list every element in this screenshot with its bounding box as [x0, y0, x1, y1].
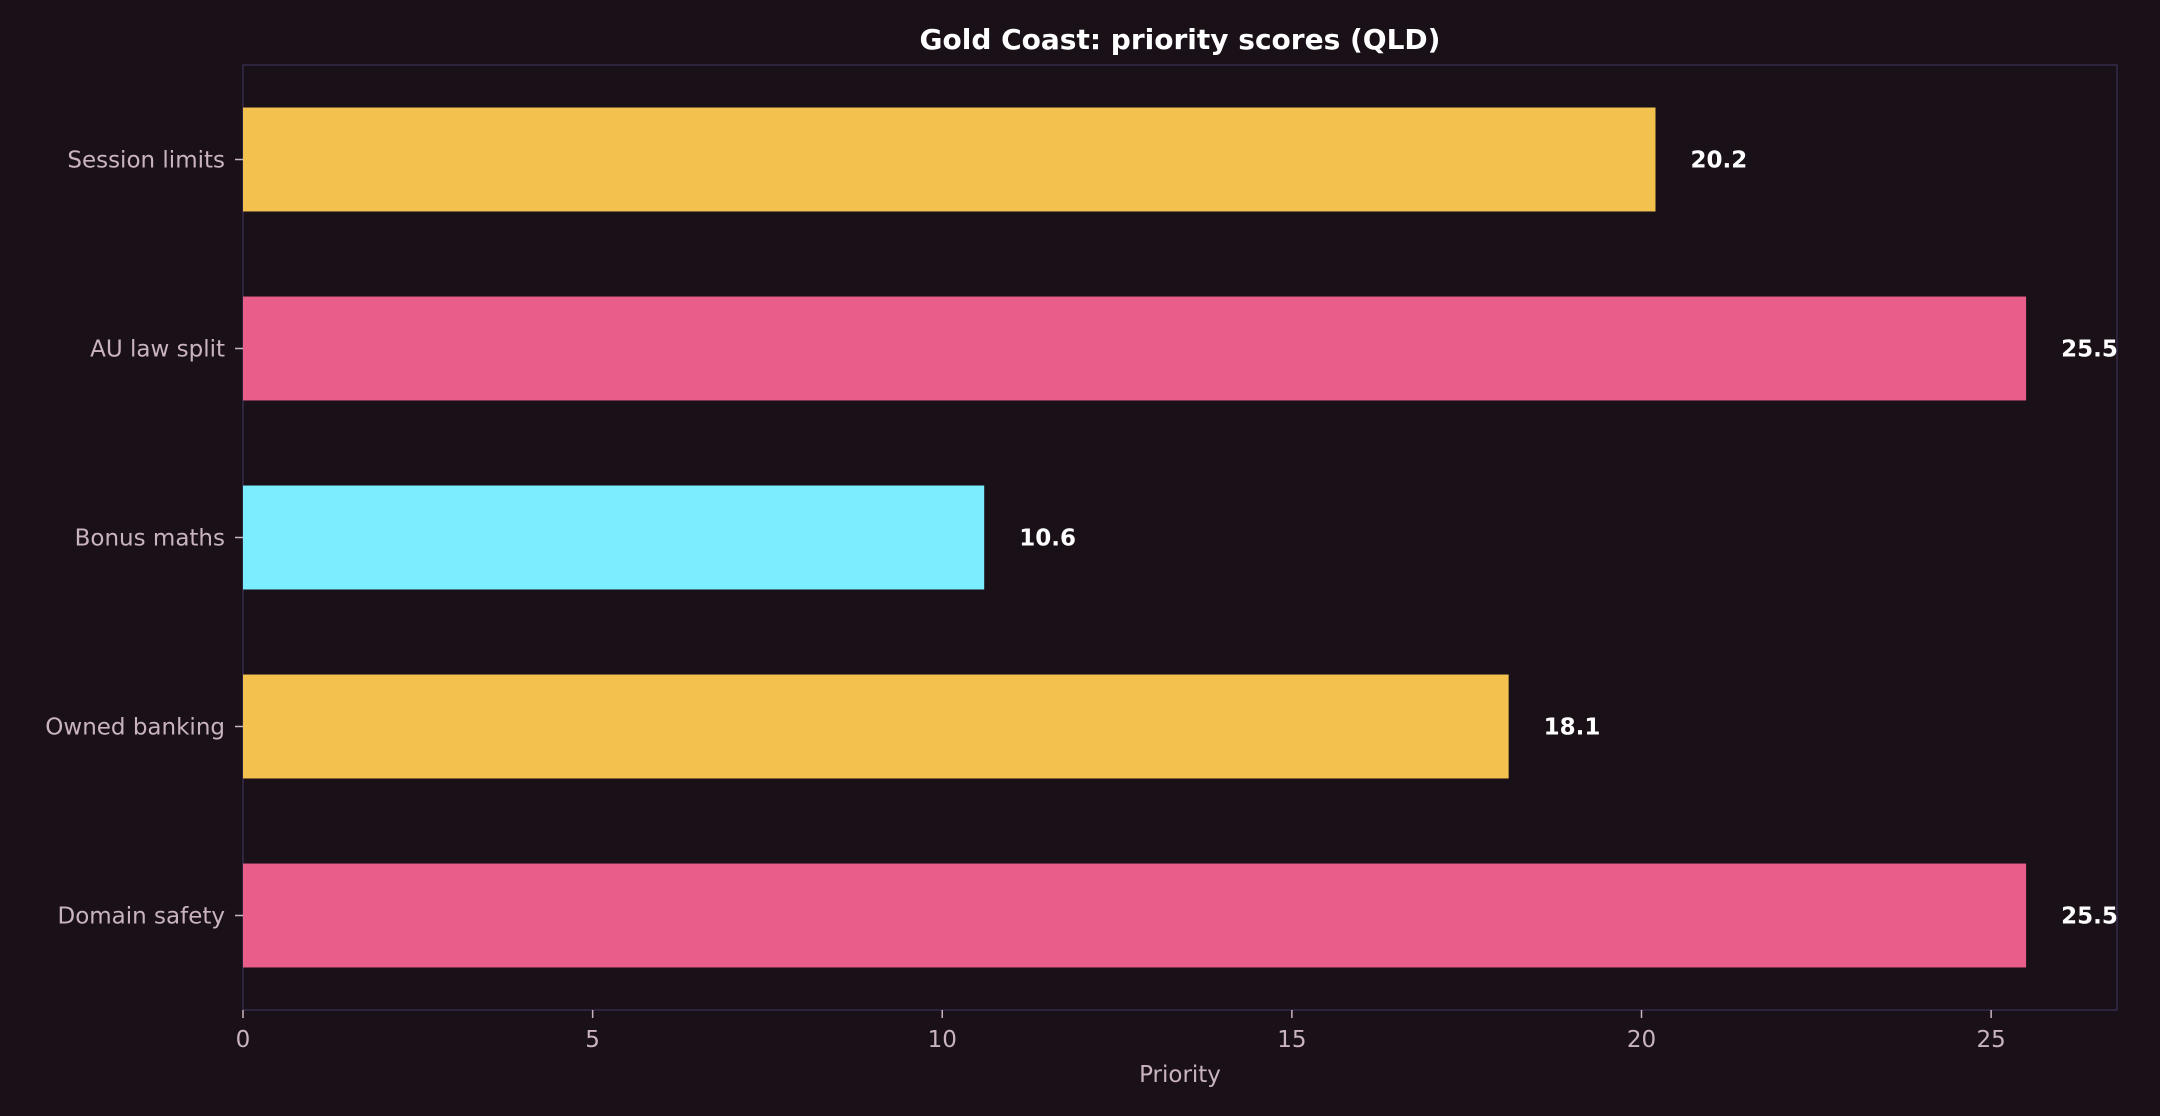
- x-tick-label: 0: [236, 1027, 251, 1053]
- x-tick-label: 10: [928, 1027, 957, 1053]
- x-tick-label: 15: [1277, 1027, 1306, 1053]
- x-axis-label: Priority: [1139, 1062, 1221, 1088]
- category-label: Domain safety: [57, 904, 225, 930]
- data-label: 18.1: [1544, 715, 1601, 741]
- category-label: AU law split: [90, 337, 225, 363]
- bar-domain-safety: [243, 863, 2027, 968]
- data-label: 25.5: [2061, 337, 2118, 363]
- x-tick-label: 5: [585, 1027, 600, 1053]
- bar-bonus-maths: [243, 485, 985, 590]
- data-label: 25.5: [2061, 904, 2118, 930]
- chart-title: Gold Coast: priority scores (QLD): [920, 23, 1441, 56]
- bar-owned-banking: [243, 674, 1509, 779]
- data-label: 10.6: [1019, 526, 1076, 552]
- bars-group: Session limits 20.2 AU law split 25.5 Bonus …: [45, 107, 2118, 968]
- category-label: Owned banking: [45, 715, 225, 741]
- x-tick-label: 20: [1627, 1027, 1656, 1053]
- data-label: 20.2: [1690, 148, 1747, 174]
- category-label: Bonus maths: [75, 526, 225, 552]
- category-label: Session limits: [67, 148, 225, 174]
- bar-au-law-split: [243, 296, 2027, 401]
- x-axis-ticks: 0 5 10 15 20 25: [236, 1010, 2006, 1053]
- bar-session-limits: [243, 107, 1656, 212]
- x-tick-label: 25: [1976, 1027, 2005, 1053]
